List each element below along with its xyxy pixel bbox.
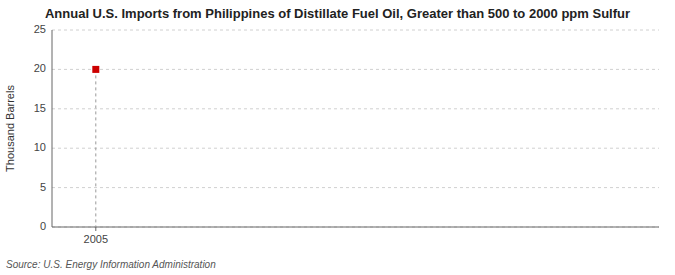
- y-tick-label: 15: [34, 102, 46, 114]
- points: [92, 66, 99, 227]
- grid-line: [52, 30, 659, 31]
- point: [92, 66, 99, 73]
- y-tick-label: 0: [40, 220, 46, 232]
- x-axis-line: [52, 227, 659, 228]
- y-axis-line: [52, 30, 53, 227]
- grid-line: [52, 148, 659, 149]
- y-tick-label: 10: [34, 141, 46, 153]
- source-note: Source: U.S. Energy Information Administ…: [6, 259, 216, 270]
- y-tick-label: 5: [40, 181, 46, 193]
- grid-line: [52, 108, 659, 109]
- y-tick-label: 25: [34, 23, 46, 35]
- y-tick-label: 20: [34, 62, 46, 74]
- x-tick: [95, 227, 96, 231]
- drop-line: [95, 69, 96, 227]
- background: [0, 0, 675, 275]
- grid-line: [52, 227, 659, 228]
- plot-area: [52, 30, 659, 227]
- chart: 0 5 10 15 20 25 2005 Thousand Barrels Annual U.S…: [0, 0, 675, 275]
- grid-line: [52, 187, 659, 188]
- y-axis-label: Thousand Barrels: [4, 85, 16, 172]
- x-tick-label: 2005: [84, 233, 108, 245]
- title: Annual U.S. Imports from Philippines of …: [45, 6, 630, 21]
- grid-line: [52, 69, 659, 70]
